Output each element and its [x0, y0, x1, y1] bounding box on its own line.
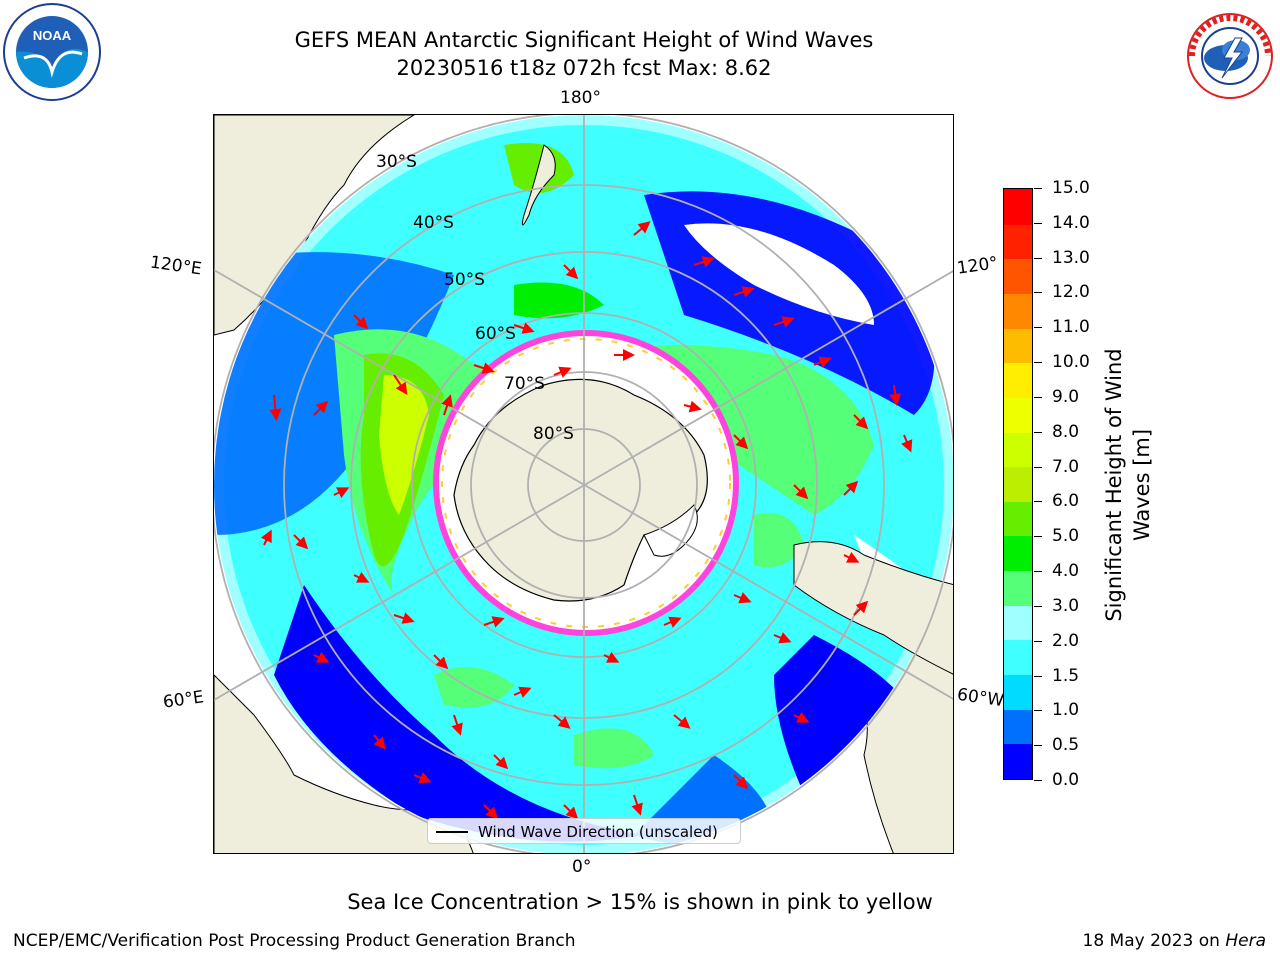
noaa-logo-icon: NOAA — [2, 2, 102, 102]
colorbar-tick — [1034, 431, 1042, 433]
colorbar-tick — [1034, 536, 1042, 538]
lat-label-50s: 50°S — [444, 270, 485, 290]
lat-label-60s: 60°S — [475, 324, 516, 344]
wave-direction-arrows — [260, 221, 913, 820]
colorbar-segment — [1004, 328, 1032, 364]
lon-label-120w: 120° — [955, 253, 1000, 279]
land-south-america — [793, 541, 953, 675]
colorbar-tick — [1034, 571, 1042, 573]
footer-host: Hera — [1225, 931, 1266, 951]
national-weather-service-logo-icon — [1180, 12, 1280, 100]
colorbar-tick — [1034, 675, 1042, 677]
colorbar-tick — [1034, 396, 1042, 398]
footer-date-text: 18 May 2023 on — [1082, 931, 1226, 951]
colorbar-segment — [1004, 258, 1032, 294]
land-corner-topleft — [214, 115, 415, 336]
colorbar-tick — [1034, 745, 1042, 747]
map-legend: Wind Wave Direction (unscaled) — [427, 818, 741, 844]
colorbar-tick — [1034, 292, 1042, 294]
lat-label-40s: 40°S — [413, 213, 454, 233]
colorbar-label-line1: Significant Height of Wind — [1102, 348, 1126, 622]
colorbar-tick-label: 0.5 — [1052, 735, 1080, 756]
colorbar-tick-label: 2.0 — [1052, 630, 1080, 651]
colorbar-segment — [1004, 431, 1032, 468]
colorbar-tick-label: 9.0 — [1052, 386, 1080, 407]
footer-date: 18 May 2023 on Hera — [1083, 931, 1267, 951]
colorbar-tick-label: 1.5 — [1052, 665, 1080, 686]
colorbar-segment — [1004, 293, 1032, 329]
colorbar-segment — [1004, 605, 1032, 641]
colorbar-tick-label: 4.0 — [1052, 561, 1080, 582]
lon-label-60w: 60°W — [955, 684, 1006, 712]
lat-label-30s: 30°S — [376, 152, 417, 172]
colorbar-tick — [1034, 466, 1042, 468]
colorbar-tick-label: 12.0 — [1052, 282, 1090, 303]
legend-label: Wind Wave Direction (unscaled) — [478, 823, 718, 841]
colorbar-segment — [1004, 189, 1032, 225]
colorbar-tick — [1034, 501, 1042, 503]
colorbar-segment — [1004, 362, 1032, 398]
colorbar-segment — [1004, 639, 1032, 676]
colorbar-tick — [1034, 257, 1042, 259]
colorbar-tick-label: 6.0 — [1052, 491, 1080, 512]
lon-label-120e: 120°E — [148, 252, 203, 280]
colorbar-segment — [1004, 674, 1032, 710]
colorbar-segment — [1004, 743, 1032, 779]
colorbar-tick-label: 5.0 — [1052, 526, 1080, 547]
colorbar-segment — [1004, 397, 1032, 433]
colorbar-tick-label: 14.0 — [1052, 212, 1090, 233]
colorbar-tick — [1034, 780, 1042, 781]
lon-label-180: 180° — [560, 88, 601, 108]
colorbar-tick — [1034, 710, 1042, 712]
colorbar-tick — [1034, 605, 1042, 607]
graticule — [214, 115, 953, 853]
colorbar — [1003, 188, 1033, 780]
lon-label-0: 0° — [572, 857, 592, 877]
colorbar-tick-label: 0.0 — [1052, 770, 1080, 790]
colorbar-segment — [1004, 535, 1032, 572]
colorbar-tick-label: 1.0 — [1052, 700, 1080, 721]
wave-height-map-svg — [214, 115, 953, 853]
colorbar-tick — [1034, 188, 1042, 189]
colorbar-tick — [1034, 640, 1042, 642]
colorbar-label: Significant Height of Wind Waves [m] — [1100, 348, 1156, 621]
colorbar-segment — [1004, 501, 1032, 537]
colorbar-segment — [1004, 224, 1032, 260]
lon-label-60e: 60°E — [161, 687, 206, 713]
polar-stereographic-map — [213, 114, 954, 854]
footer-branch: NCEP/EMC/Verification Post Processing Pr… — [13, 931, 576, 951]
colorbar-tick-label: 7.0 — [1052, 456, 1080, 477]
chart-title-line2: 20230516 t18z 072h fcst Max: 8.62 — [396, 56, 772, 80]
colorbar-tick-label: 13.0 — [1052, 247, 1090, 268]
colorbar-tick-label: 10.0 — [1052, 352, 1090, 373]
lat-label-70s: 70°S — [504, 374, 545, 394]
colorbar-tick-label: 8.0 — [1052, 421, 1080, 442]
colorbar-tick — [1034, 327, 1042, 329]
colorbar-tick-label: 11.0 — [1052, 317, 1090, 338]
colorbar-tick-label: 15.0 — [1052, 178, 1090, 198]
noaa-logo-text: NOAA — [33, 28, 72, 43]
legend-line-swatch — [436, 831, 468, 833]
colorbar-tick — [1034, 222, 1042, 224]
colorbar-segment — [1004, 466, 1032, 502]
colorbar-segment — [1004, 709, 1032, 745]
chart-title-line1: GEFS MEAN Antarctic Significant Height o… — [294, 28, 874, 52]
lat-label-80s: 80°S — [533, 424, 574, 444]
colorbar-tick — [1034, 362, 1042, 364]
colorbar-label-line2: Waves [m] — [1130, 428, 1154, 542]
colorbar-segment — [1004, 570, 1032, 606]
land-new-zealand — [521, 144, 556, 226]
colorbar-tick-label: 3.0 — [1052, 595, 1080, 616]
sea-ice-note: Sea Ice Concentration > 15% is shown in … — [347, 890, 933, 914]
